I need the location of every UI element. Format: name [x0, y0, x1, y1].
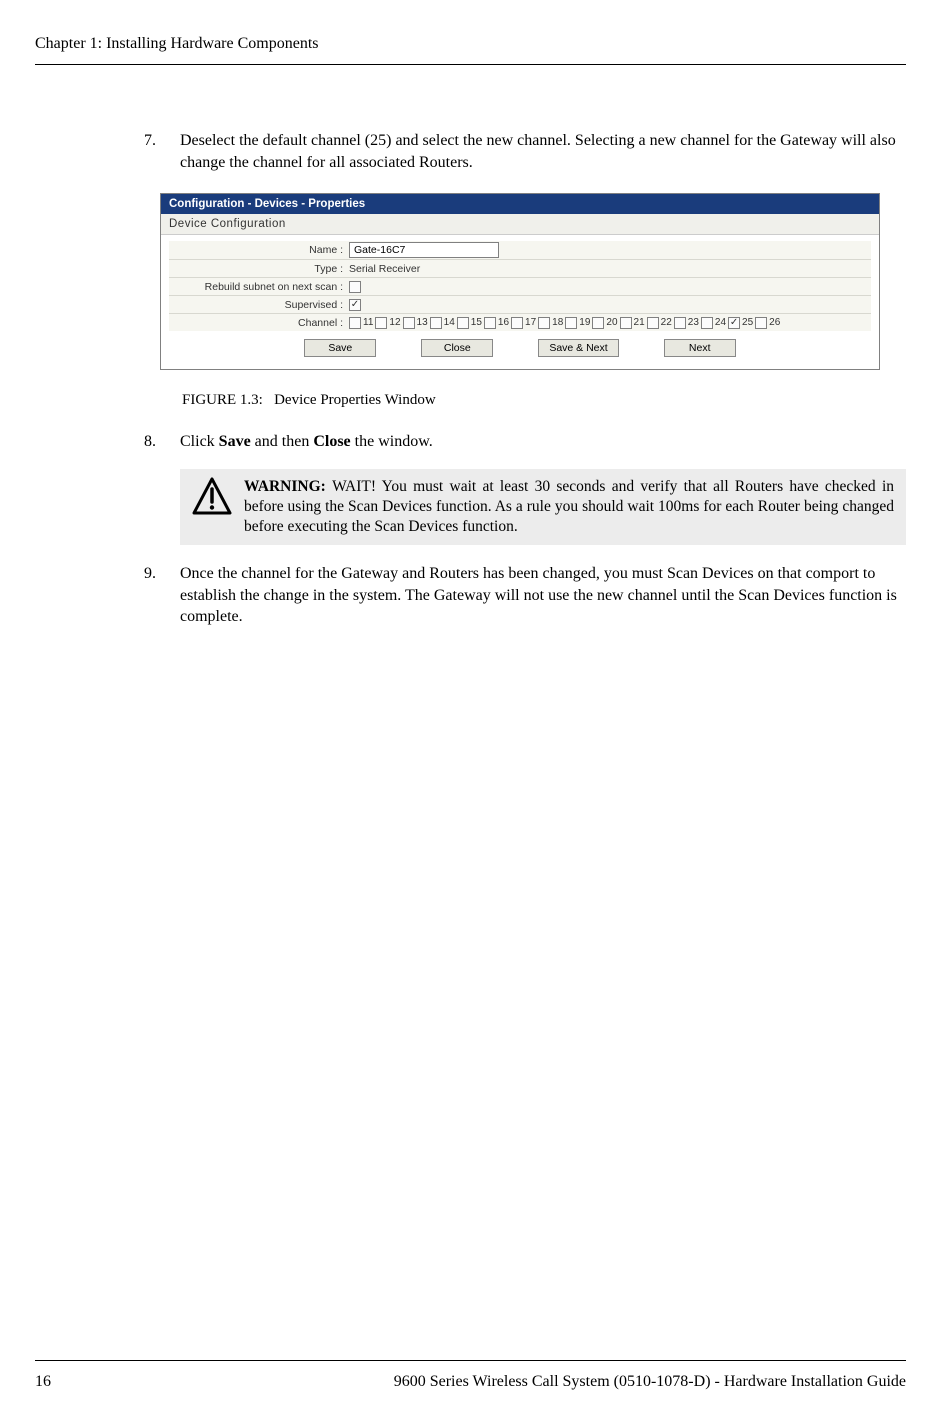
close-button[interactable]: Close [421, 339, 493, 357]
channel-23-checkbox[interactable] [674, 317, 686, 329]
row-channel: Channel : 1112131415161718192021222324✓2… [169, 313, 871, 331]
channel-12-checkbox[interactable] [375, 317, 387, 329]
label-name: Name : [169, 244, 349, 256]
device-configuration-heading: Device Configuration [161, 214, 879, 235]
channel-15-checkbox[interactable] [457, 317, 469, 329]
channel-25-label: 25 [742, 317, 753, 328]
row-type: Type : Serial Receiver [169, 259, 871, 277]
channel-12: 12 [375, 317, 400, 329]
channel-26-label: 26 [769, 317, 780, 328]
channel-11: 11 [349, 317, 373, 329]
channel-23-label: 23 [688, 317, 699, 328]
rebuild-subnet-checkbox[interactable] [349, 281, 361, 293]
row-supervised: Supervised : ✓ [169, 295, 871, 313]
channel-14: 14 [430, 317, 455, 329]
figure-label: FIGURE 1.3: [182, 392, 263, 408]
label-supervised: Supervised : [169, 299, 349, 311]
channel-19: 19 [565, 317, 590, 329]
channel-11-checkbox[interactable] [349, 317, 361, 329]
window-titlebar: Configuration - Devices - Properties [161, 194, 879, 214]
step-text: Deselect the default channel (25) and se… [180, 130, 906, 173]
channel-24: 24 [701, 317, 726, 329]
channel-13-checkbox[interactable] [403, 317, 415, 329]
channel-17-label: 17 [525, 317, 536, 328]
next-button[interactable]: Next [664, 339, 736, 357]
save-and-next-button[interactable]: Save & Next [538, 339, 618, 357]
channel-26-checkbox[interactable] [755, 317, 767, 329]
text-fragment: Click [180, 433, 219, 450]
name-input[interactable] [349, 242, 499, 258]
channel-13: 13 [403, 317, 428, 329]
channel-11-label: 11 [363, 317, 373, 328]
channel-25: ✓25 [728, 317, 753, 329]
text-fragment: and then [251, 433, 314, 450]
page-number: 16 [35, 1373, 51, 1391]
channel-23: 23 [674, 317, 699, 329]
row-rebuild: Rebuild subnet on next scan : [169, 277, 871, 295]
footer-divider [35, 1360, 906, 1361]
channel-18-checkbox[interactable] [538, 317, 550, 329]
step-text: Click Save and then Close the window. [180, 431, 906, 453]
channel-14-checkbox[interactable] [430, 317, 442, 329]
channel-16-label: 16 [498, 317, 509, 328]
header-divider [35, 64, 906, 65]
channel-20-label: 20 [606, 317, 617, 328]
close-word: Close [313, 433, 350, 450]
channel-22-checkbox[interactable] [647, 317, 659, 329]
label-type: Type : [169, 263, 349, 275]
channel-17-checkbox[interactable] [511, 317, 523, 329]
channel-20: 20 [592, 317, 617, 329]
channel-15-label: 15 [471, 317, 482, 328]
figure-caption: FIGURE 1.3: Device Properties Window [182, 392, 906, 409]
text-fragment: the window. [351, 433, 433, 450]
label-rebuild-subnet: Rebuild subnet on next scan : [169, 281, 349, 293]
channel-15: 15 [457, 317, 482, 329]
device-properties-screenshot: Configuration - Devices - Properties Dev… [160, 193, 880, 370]
channel-22: 22 [647, 317, 672, 329]
supervised-checkbox[interactable]: ✓ [349, 299, 361, 311]
channel-25-checkbox[interactable]: ✓ [728, 317, 740, 329]
channel-12-label: 12 [389, 317, 400, 328]
step-number: 9. [140, 563, 180, 628]
channel-17: 17 [511, 317, 536, 329]
channel-24-checkbox[interactable] [701, 317, 713, 329]
value-type: Serial Receiver [349, 263, 871, 275]
chapter-title-header: Chapter 1: Installing Hardware Component… [35, 35, 906, 61]
warning-body: WAIT! You must wait at least 30 seconds … [244, 478, 894, 535]
step-9: 9. Once the channel for the Gateway and … [140, 563, 906, 628]
channel-21: 21 [620, 317, 645, 329]
figure-text: Device Properties Window [274, 392, 436, 408]
channel-21-label: 21 [634, 317, 645, 328]
step-8: 8. Click Save and then Close the window. [140, 431, 906, 453]
step-number: 7. [140, 130, 180, 173]
channel-13-label: 13 [417, 317, 428, 328]
save-button[interactable]: Save [304, 339, 376, 357]
channel-19-label: 19 [579, 317, 590, 328]
label-channel: Channel : [169, 317, 349, 329]
row-name: Name : [169, 241, 871, 259]
save-word: Save [219, 433, 251, 450]
warning-label: WARNING: [244, 478, 326, 495]
channel-18-label: 18 [552, 317, 563, 328]
channel-16-checkbox[interactable] [484, 317, 496, 329]
channel-18: 18 [538, 317, 563, 329]
warning-text: WARNING: WAIT! You must wait at least 30… [244, 477, 894, 537]
step-7: 7. Deselect the default channel (25) and… [140, 130, 906, 173]
footer-doc-title: 9600 Series Wireless Call System (0510-1… [394, 1373, 906, 1391]
step-number: 8. [140, 431, 180, 453]
warning-icon [192, 477, 232, 517]
channel-26: 26 [755, 317, 780, 329]
channel-21-checkbox[interactable] [620, 317, 632, 329]
channel-16: 16 [484, 317, 509, 329]
channel-20-checkbox[interactable] [592, 317, 604, 329]
channel-14-label: 14 [444, 317, 455, 328]
page-footer: 16 9600 Series Wireless Call System (051… [35, 1373, 906, 1391]
warning-callout: WARNING: WAIT! You must wait at least 30… [180, 469, 906, 545]
channel-24-label: 24 [715, 317, 726, 328]
channel-22-label: 22 [661, 317, 672, 328]
channel-19-checkbox[interactable] [565, 317, 577, 329]
step-text: Once the channel for the Gateway and Rou… [180, 563, 906, 628]
